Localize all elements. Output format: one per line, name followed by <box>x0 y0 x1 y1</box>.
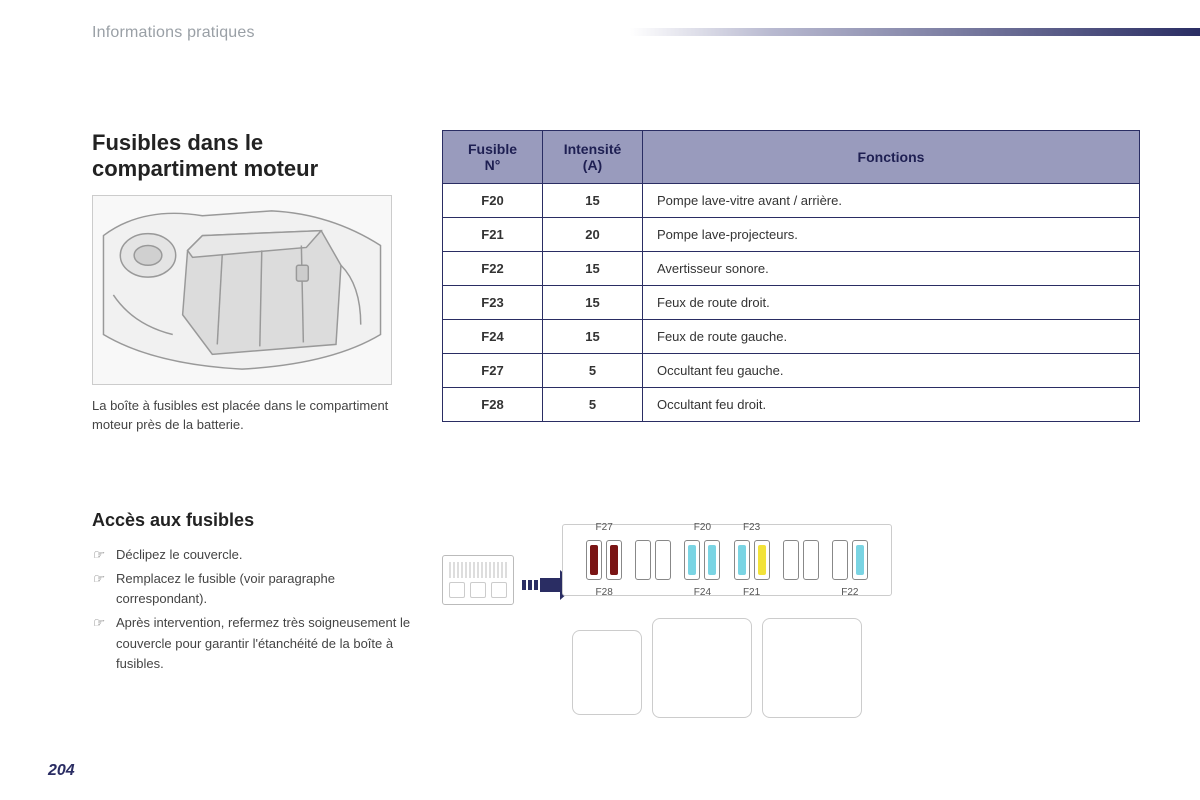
table-row: F2415Feux de route gauche. <box>443 320 1140 354</box>
fuse-label: F22 <box>841 587 858 598</box>
table-header: Intensité(A) <box>543 131 643 184</box>
access-steps-list: ☞Déclipez le couvercle.☞Remplacez le fus… <box>92 545 412 674</box>
main-content: Fusibles dans le compartiment moteur <box>92 130 1140 434</box>
left-column: Fusibles dans le compartiment moteur <box>92 130 412 434</box>
table-row: F2215Avertisseur sonore. <box>443 252 1140 286</box>
engine-compartment-illustration <box>92 195 392 385</box>
step-text: Remplacez le fusible (voir paragraphe co… <box>116 569 412 609</box>
table-cell: 5 <box>543 388 643 422</box>
access-section: Accès aux fusibles ☞ Déclipez le couvercl… <box>92 510 1140 730</box>
table-row: F2120Pompe lave-projecteurs. <box>443 218 1140 252</box>
table-cell: F23 <box>443 286 543 320</box>
table-row: F2315Feux de route droit. <box>443 286 1140 320</box>
list-item: ☞Après intervention, refermez très soign… <box>92 613 412 673</box>
table-cell: F27 <box>443 354 543 388</box>
relay-box-3 <box>762 618 862 718</box>
fuse-label: F28 <box>596 587 613 598</box>
illustration-caption: La boîte à fusibles est placée dans le c… <box>92 397 412 435</box>
fuse-pair <box>783 540 819 580</box>
table-cell: Pompe lave-projecteurs. <box>643 218 1140 252</box>
table-cell: Avertisseur sonore. <box>643 252 1140 286</box>
fuse-label: F20 <box>694 522 711 533</box>
page-number: 204 <box>48 762 75 780</box>
header-accent-bar <box>630 28 1200 36</box>
table-cell: 15 <box>543 286 643 320</box>
list-item: ☞ Déclipez le couvercle. <box>92 545 412 565</box>
list-item: ☞Remplacez le fusible (voir paragraphe c… <box>92 569 412 609</box>
fuse-slot <box>852 540 868 580</box>
pointer-icon: ☞ <box>92 545 106 565</box>
table-cell: Feux de route gauche. <box>643 320 1140 354</box>
table-row: F2015Pompe lave-vitre avant / arrière. <box>443 184 1140 218</box>
fuse-diagram: F27F28F20F24F23F21F22 <box>442 510 1140 730</box>
section-title: Fusibles dans le compartiment moteur <box>92 130 412 183</box>
table-cell: 20 <box>543 218 643 252</box>
table-cell: F24 <box>443 320 543 354</box>
table-cell: 15 <box>543 320 643 354</box>
fuse-slot <box>586 540 602 580</box>
pointer-icon: ☞ <box>92 569 106 609</box>
fuse-label: F21 <box>743 587 760 598</box>
table-cell: Occultant feu droit. <box>643 388 1140 422</box>
fuse-pair: F23F21 <box>734 540 770 580</box>
fuse-label: F23 <box>743 522 760 533</box>
table-cell: 5 <box>543 354 643 388</box>
fuse-label: F27 <box>596 522 613 533</box>
fuse-label: F24 <box>694 587 711 598</box>
table-row: F285Occultant feu droit. <box>443 388 1140 422</box>
pointer-icon: ☞ <box>92 613 106 673</box>
fuse-table: FusibleN°Intensité(A)Fonctions F2015Pomp… <box>442 130 1140 422</box>
fuse-slot <box>655 540 671 580</box>
fuse-pair: F27F28 <box>586 540 622 580</box>
fuse-slot <box>704 540 720 580</box>
relay-box-1 <box>572 630 642 715</box>
step-text: Après intervention, refermez très soigne… <box>116 613 412 673</box>
right-column: FusibleN°Intensité(A)Fonctions F2015Pomp… <box>442 130 1140 434</box>
relay-box-2 <box>652 618 752 718</box>
access-left: Accès aux fusibles ☞ Déclipez le couvercl… <box>92 510 412 730</box>
fuse-slot <box>684 540 700 580</box>
fuse-slot <box>783 540 799 580</box>
table-header: Fonctions <box>643 131 1140 184</box>
fuse-slot <box>606 540 622 580</box>
fuse-slot <box>832 540 848 580</box>
fuse-pair <box>635 540 671 580</box>
fuse-slot <box>803 540 819 580</box>
table-cell: 15 <box>543 184 643 218</box>
table-cell: Pompe lave-vitre avant / arrière. <box>643 184 1140 218</box>
fuse-slot <box>635 540 651 580</box>
connector-illustration <box>442 555 514 605</box>
fuse-slot <box>754 540 770 580</box>
table-cell: F21 <box>443 218 543 252</box>
table-cell: F28 <box>443 388 543 422</box>
access-title: Accès aux fusibles <box>92 510 412 531</box>
table-cell: 15 <box>543 252 643 286</box>
fuse-pair: F20F24 <box>684 540 720 580</box>
breadcrumb: Informations pratiques <box>92 24 255 42</box>
table-row: F275Occultant feu gauche. <box>443 354 1140 388</box>
table-cell: F20 <box>443 184 543 218</box>
fuse-strip: F27F28F20F24F23F21F22 <box>562 524 892 596</box>
fuse-pair: F22 <box>832 540 868 580</box>
table-cell: Feux de route droit. <box>643 286 1140 320</box>
table-cell: Occultant feu gauche. <box>643 354 1140 388</box>
table-header: FusibleN° <box>443 131 543 184</box>
table-cell: F22 <box>443 252 543 286</box>
fuse-slot <box>734 540 750 580</box>
step-text: Déclipez le couvercle. <box>116 545 412 565</box>
